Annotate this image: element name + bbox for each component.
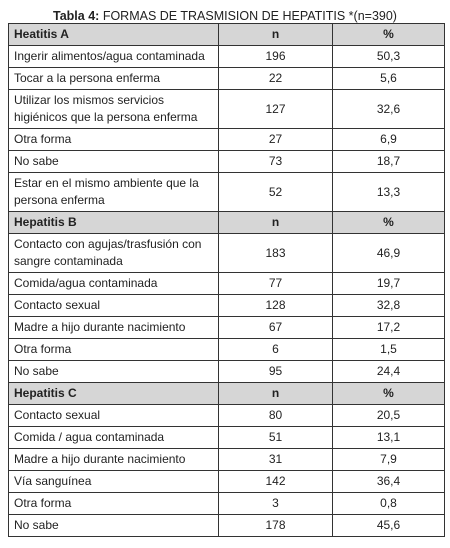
table-row: Utilizar los mismos servicios higiénicos… — [8, 89, 445, 129]
value-cell: 32,8 — [332, 294, 445, 317]
value-cell: 19,7 — [332, 272, 445, 295]
header-cell: Hepatitis C — [8, 382, 219, 405]
label-cell: Madre a hijo durante nacimiento — [8, 316, 219, 339]
value-cell: 13,3 — [332, 172, 445, 212]
table-row: No sabe 73 18,7 — [8, 150, 445, 173]
value-cell: 196 — [218, 45, 333, 68]
label-cell: Utilizar los mismos servicios higiénicos… — [8, 89, 219, 129]
label-cell: Contacto sexual — [8, 294, 219, 317]
label-cell: Ingerir alimentos/agua contaminada — [8, 45, 219, 68]
label-cell: No sabe — [8, 360, 219, 383]
table-row: Ingerir alimentos/agua contaminada 196 50,… — [8, 45, 445, 68]
value-cell: 128 — [218, 294, 333, 317]
value-cell: 7,9 — [332, 448, 445, 471]
table-row: Contacto sexual 80 20,5 — [8, 404, 445, 427]
value-cell: 183 — [218, 233, 333, 273]
header-cell: Hepatitis B — [8, 211, 219, 234]
value-cell: 45,6 — [332, 514, 445, 537]
table-row: Contacto sexual 128 32,8 — [8, 294, 445, 317]
table-row: No sabe 178 45,6 — [8, 514, 445, 537]
value-cell: 13,1 — [332, 426, 445, 449]
value-cell: 80 — [218, 404, 333, 427]
label-cell: Madre a hijo durante nacimiento — [8, 448, 219, 471]
value-cell: 6 — [218, 338, 333, 361]
value-cell: 77 — [218, 272, 333, 295]
table-row: Otra forma 3 0,8 — [8, 492, 445, 515]
value-cell: 50,3 — [332, 45, 445, 68]
title-text: FORMAS DE TRASMISION DE HEPATITIS *(n=39… — [102, 9, 397, 23]
value-cell: 32,6 — [332, 89, 445, 129]
label-cell: Contacto con agujas/trasfusión con sangr… — [8, 233, 219, 273]
label-cell: No sabe — [8, 514, 219, 537]
table-row: Madre a hijo durante nacimiento 67 17,2 — [8, 316, 445, 339]
header-cell: % — [332, 211, 445, 234]
header-cell: n — [218, 23, 333, 46]
value-cell: 67 — [218, 316, 333, 339]
value-cell: 52 — [218, 172, 333, 212]
value-cell: 51 — [218, 426, 333, 449]
value-cell: 5,6 — [332, 67, 445, 90]
table-title: Tabla 4: FORMAS DE TRASMISION DE HEPATIT… — [0, 0, 450, 23]
value-cell: 178 — [218, 514, 333, 537]
value-cell: 17,2 — [332, 316, 445, 339]
table-row: Otra forma 6 1,5 — [8, 338, 445, 361]
table-row: Vía sanguínea 142 36,4 — [8, 470, 445, 493]
label-cell: No sabe — [8, 150, 219, 173]
header-cell: % — [332, 23, 445, 46]
value-cell: 46,9 — [332, 233, 445, 273]
value-cell: 27 — [218, 128, 333, 151]
table-row: Contacto con agujas/trasfusión con sangr… — [8, 233, 445, 273]
value-cell: 31 — [218, 448, 333, 471]
label-cell: Otra forma — [8, 128, 219, 151]
table-row: Otra forma 27 6,9 — [8, 128, 445, 151]
label-cell: Comida / agua contaminada — [8, 426, 219, 449]
value-cell: 73 — [218, 150, 333, 173]
table-row: Comida / agua contaminada 51 13,1 — [8, 426, 445, 449]
value-cell: 127 — [218, 89, 333, 129]
value-cell: 3 — [218, 492, 333, 515]
label-cell: Otra forma — [8, 338, 219, 361]
value-cell: 0,8 — [332, 492, 445, 515]
label-cell: Contacto sexual — [8, 404, 219, 427]
value-cell: 142 — [218, 470, 333, 493]
value-cell: 20,5 — [332, 404, 445, 427]
table-row: Estar en el mismo ambiente que la person… — [8, 172, 445, 212]
header-cell: n — [218, 211, 333, 234]
value-cell: 95 — [218, 360, 333, 383]
label-cell: Tocar a la persona enferma — [8, 67, 219, 90]
header-cell: % — [332, 382, 445, 405]
value-cell: 6,9 — [332, 128, 445, 151]
label-cell: Comida/agua contaminada — [8, 272, 219, 295]
table-row: Comida/agua contaminada 77 19,7 — [8, 272, 445, 295]
table-row: Tocar a la persona enferma 22 5,6 — [8, 67, 445, 90]
label-cell: Estar en el mismo ambiente que la person… — [8, 172, 219, 212]
title-label: Tabla 4: — [53, 9, 100, 23]
header-cell: n — [218, 382, 333, 405]
value-cell: 22 — [218, 67, 333, 90]
label-cell: Vía sanguínea — [8, 470, 219, 493]
table-row: No sabe 95 24,4 — [8, 360, 445, 383]
label-cell: Otra forma — [8, 492, 219, 515]
header-cell: Heatitis A — [8, 23, 219, 46]
value-cell: 1,5 — [332, 338, 445, 361]
table-row: Madre a hijo durante nacimiento 31 7,9 — [8, 448, 445, 471]
value-cell: 36,4 — [332, 470, 445, 493]
value-cell: 18,7 — [332, 150, 445, 173]
value-cell: 24,4 — [332, 360, 445, 383]
